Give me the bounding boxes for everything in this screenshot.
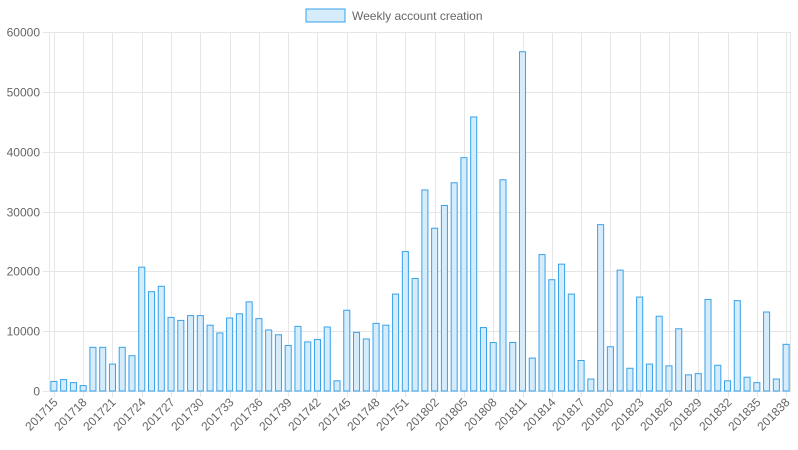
- x-axis-ticks: 2017152017182017212017242017272017302017…: [22, 395, 792, 433]
- bar-201739[interactable]: [284, 345, 292, 392]
- bar-201738[interactable]: [274, 334, 282, 392]
- bar-201824[interactable]: [645, 363, 653, 392]
- bar-201741[interactable]: [304, 341, 312, 392]
- bar-201733[interactable]: [226, 317, 234, 392]
- y-tick-label: 0: [33, 385, 40, 399]
- bar-201806[interactable]: [470, 116, 478, 392]
- bar-201812[interactable]: [528, 357, 536, 392]
- x-tick-label: 201751: [373, 395, 411, 433]
- bars: [50, 51, 790, 392]
- y-tick-label: 40000: [7, 146, 41, 160]
- bar-201732[interactable]: [216, 332, 224, 392]
- bar-201719[interactable]: [89, 346, 97, 392]
- y-tick-label: 50000: [7, 86, 41, 100]
- bar-201803[interactable]: [440, 205, 448, 392]
- bar-201820[interactable]: [606, 346, 614, 392]
- x-tick-label: 201829: [666, 395, 704, 433]
- bar-201821[interactable]: [616, 269, 624, 392]
- bar-201751[interactable]: [401, 251, 409, 392]
- bar-201801[interactable]: [421, 189, 429, 392]
- bar-201804[interactable]: [450, 182, 458, 392]
- bar-201728[interactable]: [177, 319, 185, 392]
- bar-201752[interactable]: [411, 278, 419, 392]
- y-tick-label: 30000: [7, 206, 41, 220]
- bar-201735[interactable]: [245, 301, 253, 392]
- bar-201809[interactable]: [499, 179, 507, 392]
- bar-201717[interactable]: [69, 382, 77, 392]
- bar-201721[interactable]: [108, 363, 116, 392]
- bar-201825[interactable]: [655, 315, 663, 392]
- bar-201810[interactable]: [509, 342, 517, 392]
- x-tick-label: 201808: [461, 395, 499, 433]
- bar-201832[interactable]: [724, 380, 732, 392]
- bar-201740[interactable]: [294, 325, 302, 392]
- bar-201835[interactable]: [753, 382, 761, 392]
- bar-201749[interactable]: [382, 324, 390, 392]
- bar-201823[interactable]: [636, 296, 644, 392]
- bar-201831[interactable]: [714, 364, 722, 392]
- bar-201744[interactable]: [333, 380, 341, 392]
- bar-201731[interactable]: [206, 324, 214, 392]
- bar-201722[interactable]: [118, 346, 126, 392]
- bar-201814[interactable]: [548, 279, 556, 392]
- bar-201729[interactable]: [187, 315, 195, 392]
- bar-201819[interactable]: [597, 224, 605, 392]
- bar-201829[interactable]: [694, 373, 702, 392]
- bar-201836[interactable]: [763, 311, 771, 392]
- bar-201730[interactable]: [196, 315, 204, 392]
- bar-201720[interactable]: [99, 346, 107, 392]
- bar-201833[interactable]: [733, 300, 741, 392]
- bar-201815[interactable]: [558, 263, 566, 392]
- bar-201718[interactable]: [79, 385, 87, 392]
- bar-201750[interactable]: [392, 293, 400, 392]
- bar-201726[interactable]: [157, 285, 165, 392]
- bar-201808[interactable]: [489, 342, 497, 392]
- bar-201811[interactable]: [518, 51, 527, 392]
- bar-201724[interactable]: [138, 266, 146, 392]
- bar-201834[interactable]: [743, 376, 751, 392]
- bar-201737[interactable]: [265, 329, 273, 392]
- bar-201747[interactable]: [362, 338, 370, 392]
- y-tick-label: 60000: [7, 26, 41, 40]
- bar-201818[interactable]: [587, 378, 595, 392]
- bar-201830[interactable]: [704, 298, 712, 392]
- bar-201746[interactable]: [353, 331, 361, 392]
- bar-201734[interactable]: [235, 313, 243, 392]
- bar-201805[interactable]: [460, 157, 468, 392]
- bar-201813[interactable]: [538, 254, 546, 392]
- bar-201745[interactable]: [343, 309, 351, 392]
- bar-201736[interactable]: [255, 318, 263, 392]
- bar-201725[interactable]: [147, 291, 156, 392]
- y-axis-ticks: 0 10000 20000 30000 40000 50000 60000: [7, 26, 41, 399]
- bar-201817[interactable]: [577, 359, 585, 392]
- bar-201748[interactable]: [372, 322, 380, 392]
- bar-201827[interactable]: [675, 328, 683, 392]
- legend-label[interactable]: Weekly account creation: [352, 9, 483, 23]
- bar-201828[interactable]: [684, 374, 693, 392]
- legend[interactable]: Weekly account creation: [305, 8, 483, 23]
- bar-201838[interactable]: [782, 343, 790, 392]
- x-tick-label: 201820: [578, 395, 616, 433]
- x-tick-label: 201742: [285, 395, 323, 433]
- x-tick-label: 201730: [168, 395, 206, 433]
- y-tick-label: 20000: [7, 265, 41, 279]
- bar-201715[interactable]: [50, 380, 58, 392]
- bar-201716[interactable]: [60, 379, 68, 392]
- bar-201807[interactable]: [479, 327, 487, 392]
- bar-201822[interactable]: [626, 367, 634, 392]
- y-tick-label: 10000: [7, 325, 41, 339]
- x-tick-label: 201721: [80, 395, 118, 433]
- bar-201837[interactable]: [772, 378, 780, 392]
- x-tick-label: 201838: [754, 395, 792, 433]
- bar-201816[interactable]: [567, 293, 575, 392]
- bar-201826[interactable]: [665, 365, 673, 392]
- bar-201743[interactable]: [323, 326, 331, 392]
- bar-201723[interactable]: [128, 355, 136, 392]
- legend-swatch[interactable]: [305, 8, 346, 23]
- bar-201727[interactable]: [167, 316, 175, 392]
- bar-201802[interactable]: [431, 227, 439, 392]
- bar-201742[interactable]: [313, 339, 322, 392]
